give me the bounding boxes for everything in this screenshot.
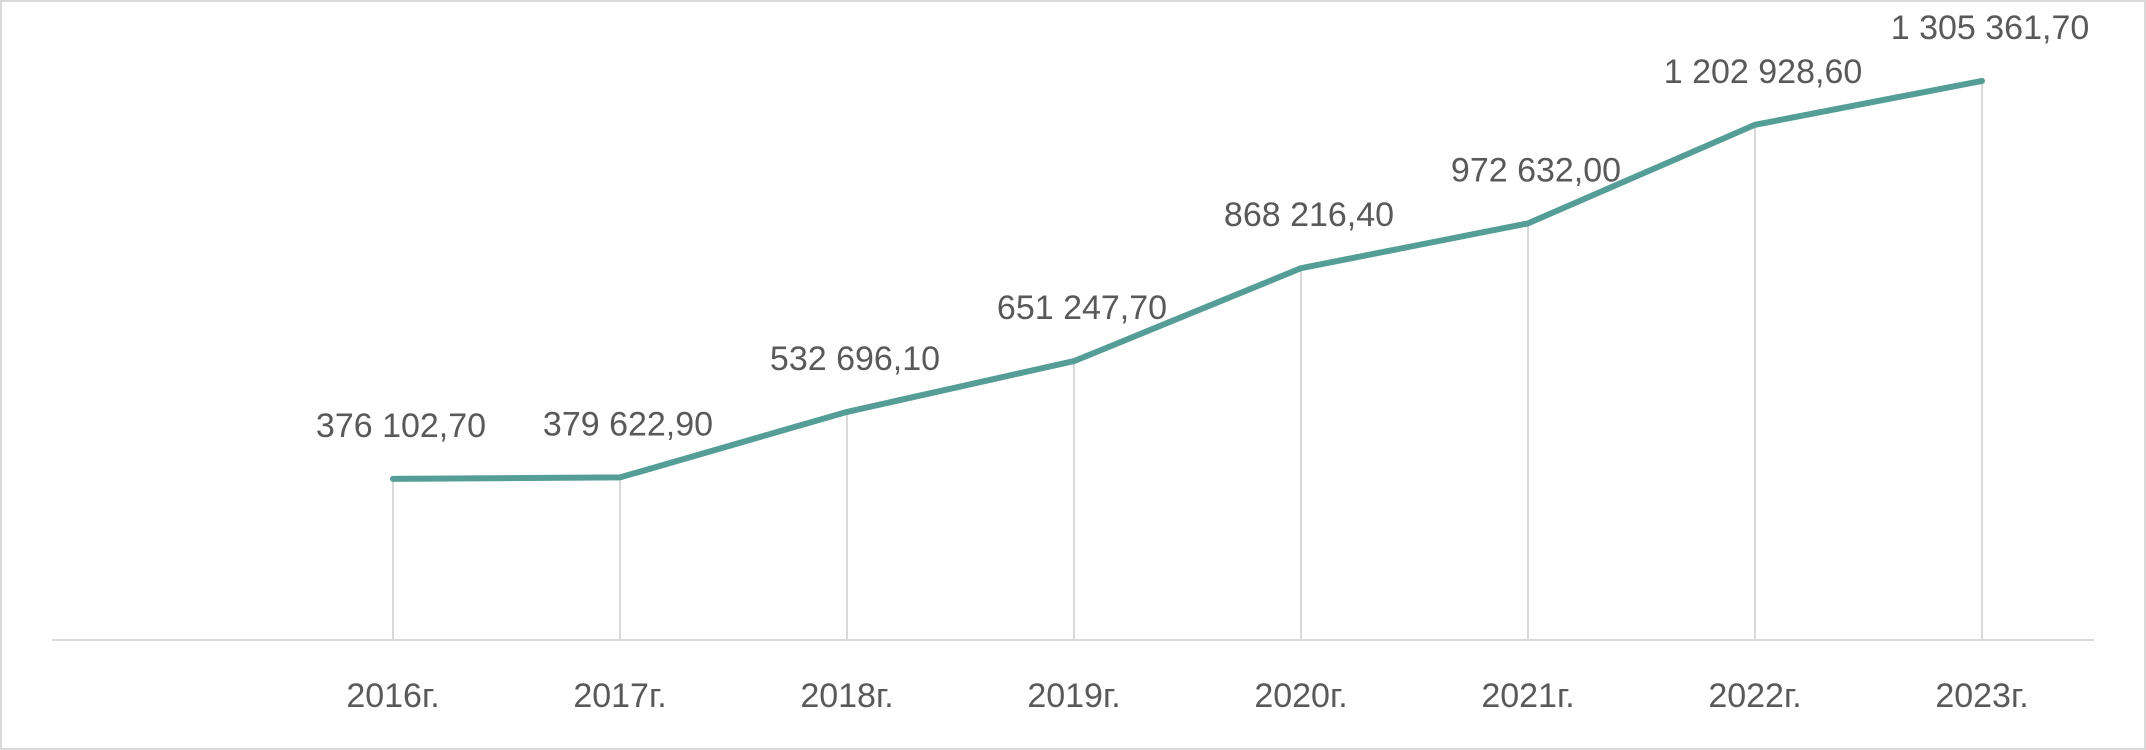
x-tick-label: 2016г. [346,677,439,715]
data-label: 532 696,10 [770,340,940,378]
data-label: 972 632,00 [1451,151,1621,189]
x-tick-labels: 2016г. 2017г. 2018г. 2019г. 2020г. 2021г. 2022… [346,677,2028,715]
x-tick-label: 2021г. [1481,677,1574,715]
x-tick-label: 2020г. [1254,677,1347,715]
data-label: 379 622,90 [543,405,713,443]
data-label: 376 102,70 [316,407,486,445]
drop-lines [392,80,1983,640]
data-label: 1 305 361,70 [1891,9,2090,47]
data-label: 868 216,40 [1224,196,1394,234]
x-tick-label: 2022г. [1708,677,1801,715]
x-tick-label: 2019г. [1027,677,1120,715]
data-labels: 376 102,70 379 622,90 532 696,10 651 247,70… [316,9,2089,445]
data-label: 651 247,70 [997,289,1167,327]
x-tick-label: 2023г. [1935,677,2028,715]
x-tick-label: 2017г. [573,677,666,715]
x-tick-label: 2018г. [800,677,893,715]
data-label: 1 202 928,60 [1664,53,1863,91]
series-line [390,77,1985,482]
